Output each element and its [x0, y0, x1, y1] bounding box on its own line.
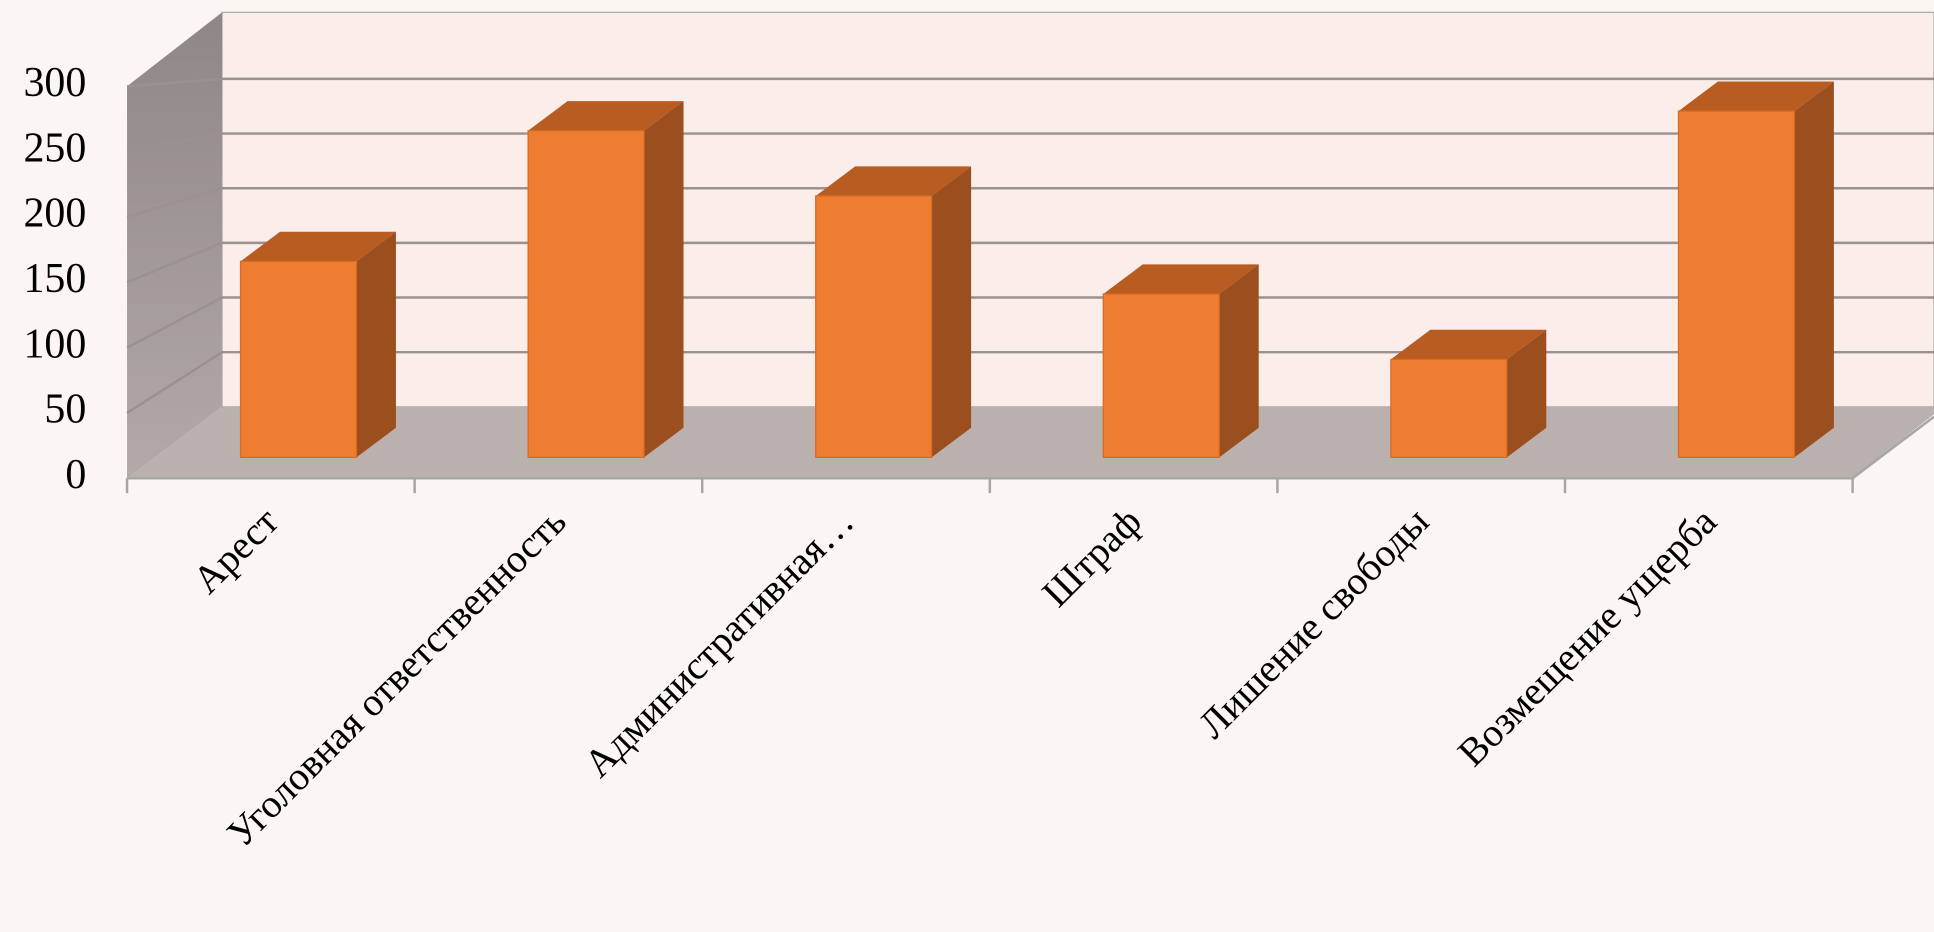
- bar: [1391, 330, 1546, 458]
- bar: [528, 101, 683, 457]
- y-tick-label: 50: [44, 387, 86, 433]
- chart: 050100150200250300АрестУголовная ответст…: [0, 0, 1934, 932]
- bar-front: [1103, 294, 1219, 457]
- bar-side: [932, 166, 971, 457]
- bar-front: [816, 196, 932, 457]
- bar-side: [356, 232, 395, 458]
- bar: [1103, 264, 1258, 457]
- floor: [127, 407, 1934, 479]
- y-tick-label: 250: [23, 125, 86, 171]
- bar-side: [644, 101, 683, 457]
- bar-front: [241, 261, 357, 457]
- bar-front: [528, 131, 644, 458]
- bar: [816, 166, 971, 457]
- bar-front: [1678, 111, 1794, 457]
- bar-side: [1219, 264, 1258, 457]
- y-tick-label: 150: [23, 256, 86, 302]
- bar-front: [1391, 359, 1507, 457]
- y-tick-label: 0: [65, 452, 86, 498]
- bar: [1678, 81, 1833, 457]
- bar-side: [1794, 81, 1833, 457]
- y-tick-label: 300: [23, 60, 86, 106]
- bar: [241, 232, 396, 458]
- back-wall: [222, 12, 1934, 406]
- y-tick-label: 200: [23, 191, 86, 237]
- y-tick-label: 100: [23, 321, 86, 367]
